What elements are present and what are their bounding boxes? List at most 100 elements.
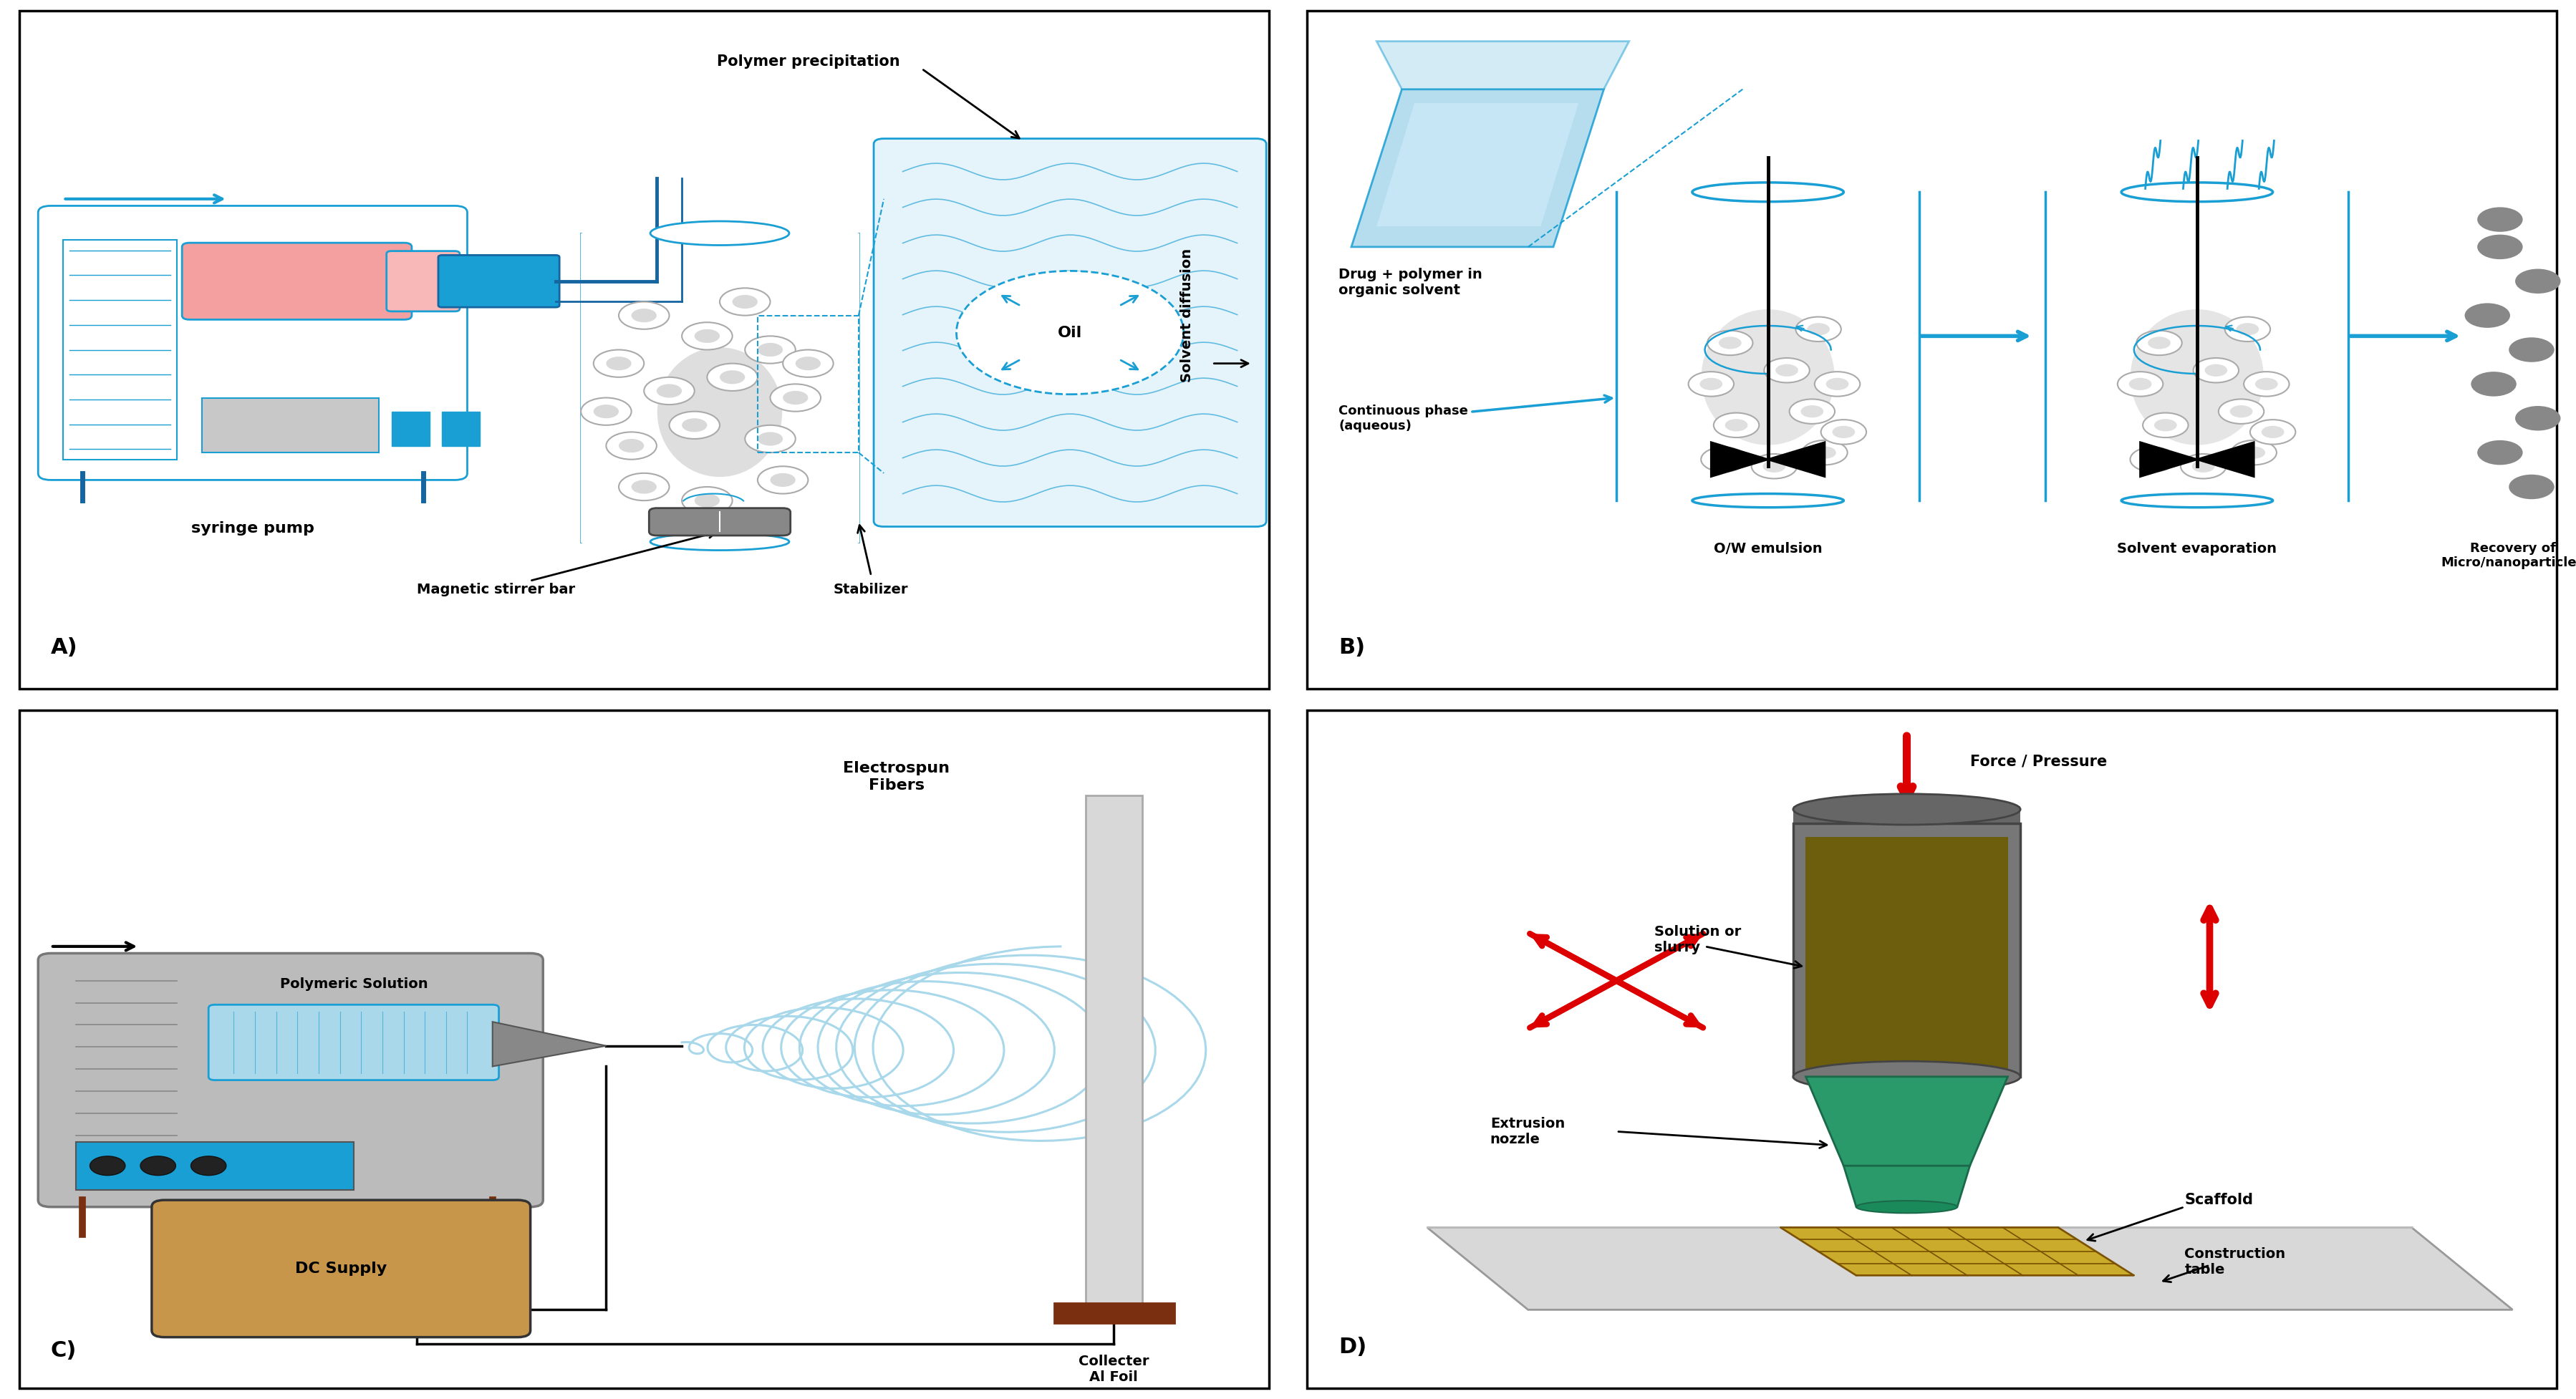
Circle shape bbox=[2514, 406, 2561, 431]
Circle shape bbox=[1790, 399, 1834, 424]
Ellipse shape bbox=[1692, 494, 1844, 508]
Circle shape bbox=[2231, 441, 2277, 464]
Circle shape bbox=[90, 1156, 126, 1175]
Text: Collecter
Al Foil: Collecter Al Foil bbox=[1079, 1354, 1149, 1384]
Text: Continuous phase
(aqueous): Continuous phase (aqueous) bbox=[1340, 396, 1613, 432]
Circle shape bbox=[618, 302, 670, 329]
Circle shape bbox=[2192, 460, 2215, 473]
Circle shape bbox=[2249, 420, 2295, 445]
Circle shape bbox=[2154, 418, 2177, 431]
Circle shape bbox=[631, 480, 657, 494]
Ellipse shape bbox=[1793, 793, 2020, 825]
Circle shape bbox=[582, 397, 631, 425]
Circle shape bbox=[719, 371, 744, 383]
Polygon shape bbox=[2141, 442, 2254, 477]
Text: DC Supply: DC Supply bbox=[296, 1262, 386, 1276]
Circle shape bbox=[2130, 448, 2177, 471]
Circle shape bbox=[2509, 474, 2555, 499]
Circle shape bbox=[2128, 378, 2151, 390]
Circle shape bbox=[618, 473, 670, 501]
Circle shape bbox=[719, 288, 770, 316]
Bar bbox=[757, 315, 858, 452]
FancyBboxPatch shape bbox=[39, 206, 466, 480]
Ellipse shape bbox=[1692, 182, 1844, 201]
Circle shape bbox=[2231, 406, 2251, 418]
Circle shape bbox=[605, 432, 657, 459]
Polygon shape bbox=[492, 1021, 605, 1066]
Ellipse shape bbox=[649, 533, 788, 550]
Circle shape bbox=[1700, 448, 1747, 471]
Circle shape bbox=[1832, 425, 1855, 438]
Circle shape bbox=[2143, 413, 2187, 438]
Circle shape bbox=[1801, 406, 1824, 418]
Circle shape bbox=[644, 378, 696, 404]
Circle shape bbox=[2226, 316, 2269, 341]
Circle shape bbox=[592, 350, 644, 378]
Circle shape bbox=[2205, 364, 2228, 376]
Text: Force / Pressure: Force / Pressure bbox=[1971, 754, 2107, 768]
FancyBboxPatch shape bbox=[386, 250, 459, 312]
Bar bbox=[443, 411, 479, 446]
Text: A): A) bbox=[52, 638, 77, 658]
Ellipse shape bbox=[1793, 1062, 2020, 1093]
Bar bbox=[204, 397, 379, 452]
Circle shape bbox=[670, 411, 719, 439]
Polygon shape bbox=[1780, 1227, 2133, 1276]
Circle shape bbox=[2141, 453, 2164, 466]
Text: Magnetic stirrer bar: Magnetic stirrer bar bbox=[417, 530, 716, 596]
Circle shape bbox=[683, 487, 732, 515]
Circle shape bbox=[1700, 378, 1723, 390]
Circle shape bbox=[657, 383, 683, 397]
Circle shape bbox=[191, 1156, 227, 1175]
Circle shape bbox=[2465, 304, 2509, 327]
Text: Solvent evaporation: Solvent evaporation bbox=[2117, 541, 2277, 555]
Bar bbox=[1054, 1302, 1175, 1323]
Circle shape bbox=[770, 473, 796, 487]
Ellipse shape bbox=[1857, 1200, 1958, 1213]
Circle shape bbox=[2244, 446, 2264, 459]
Circle shape bbox=[2244, 372, 2290, 396]
Bar bbox=[64, 241, 178, 459]
Circle shape bbox=[1795, 316, 1842, 341]
Text: B): B) bbox=[1340, 638, 1365, 658]
Text: syringe pump: syringe pump bbox=[191, 520, 314, 536]
Circle shape bbox=[770, 383, 822, 411]
FancyBboxPatch shape bbox=[152, 1200, 531, 1337]
Circle shape bbox=[757, 466, 809, 494]
Circle shape bbox=[605, 357, 631, 371]
Circle shape bbox=[1803, 441, 1847, 464]
Ellipse shape bbox=[649, 221, 788, 245]
Text: C): C) bbox=[52, 1340, 77, 1361]
FancyBboxPatch shape bbox=[183, 243, 412, 319]
Circle shape bbox=[1752, 453, 1798, 478]
Text: Polymeric Solution: Polymeric Solution bbox=[281, 978, 428, 990]
Text: Solvent diffusion: Solvent diffusion bbox=[1180, 249, 1193, 382]
Circle shape bbox=[2192, 358, 2239, 383]
Ellipse shape bbox=[2120, 494, 2272, 508]
Polygon shape bbox=[1376, 41, 1628, 90]
Circle shape bbox=[2117, 372, 2164, 396]
Circle shape bbox=[1806, 323, 1829, 336]
Circle shape bbox=[757, 343, 783, 357]
Polygon shape bbox=[1376, 104, 1579, 227]
Circle shape bbox=[618, 439, 644, 452]
Circle shape bbox=[2236, 323, 2259, 336]
Circle shape bbox=[1713, 453, 1736, 466]
Circle shape bbox=[1775, 364, 1798, 376]
Circle shape bbox=[1765, 358, 1808, 383]
Circle shape bbox=[631, 309, 657, 322]
Text: Stabilizer: Stabilizer bbox=[835, 583, 909, 596]
Circle shape bbox=[696, 494, 719, 508]
Text: Recovery of
Micro/nanoparticles: Recovery of Micro/nanoparticles bbox=[2442, 541, 2576, 569]
Circle shape bbox=[1762, 460, 1785, 473]
Circle shape bbox=[744, 336, 796, 364]
Ellipse shape bbox=[657, 347, 783, 477]
Text: Solution or
slurry: Solution or slurry bbox=[1654, 925, 1741, 954]
Bar bbox=[77, 1142, 353, 1189]
Text: Polymer precipitation: Polymer precipitation bbox=[716, 55, 899, 69]
FancyBboxPatch shape bbox=[39, 953, 544, 1207]
Circle shape bbox=[783, 350, 835, 378]
Circle shape bbox=[1687, 372, 1734, 396]
Circle shape bbox=[683, 322, 732, 350]
Circle shape bbox=[1726, 418, 1747, 431]
